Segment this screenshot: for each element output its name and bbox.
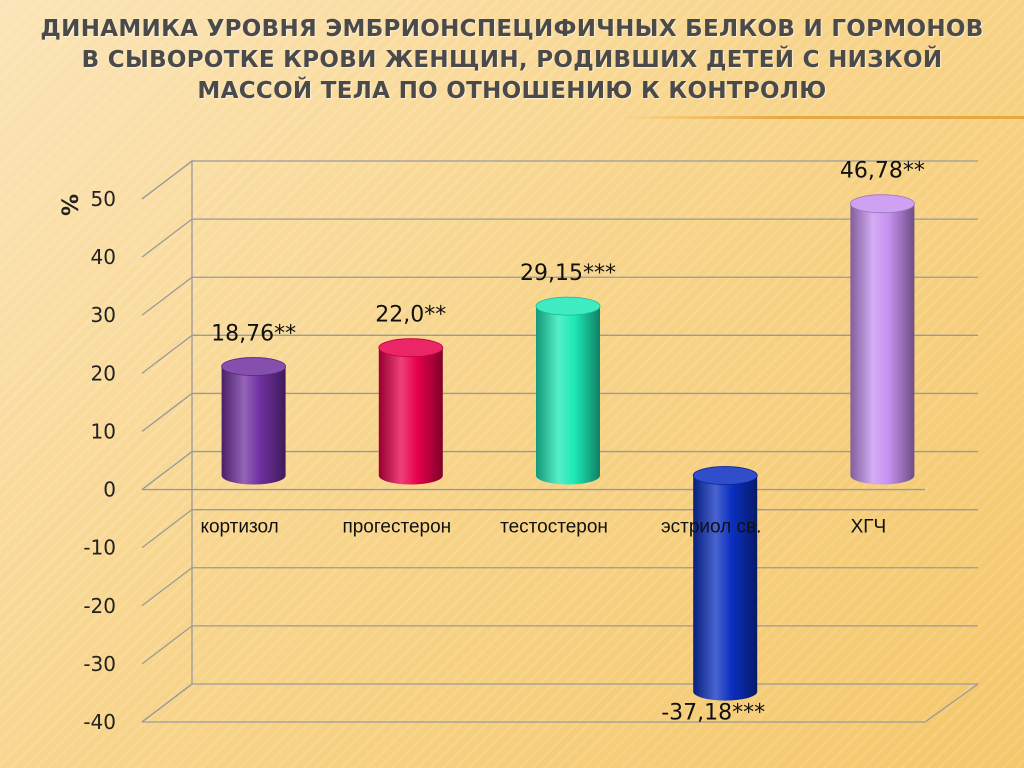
- y-tick-label: -40: [83, 710, 116, 734]
- bar-тестостерон: [535, 296, 601, 485]
- gridline: [141, 334, 978, 374]
- side-wall: [141, 159, 193, 723]
- category-label: ХГЧ: [851, 517, 887, 538]
- bar-cap: [378, 338, 444, 358]
- data-label: -37,18***: [661, 701, 765, 726]
- gridline: [141, 218, 978, 258]
- gridline: [141, 450, 978, 491]
- y-tick-label: -20: [83, 594, 116, 618]
- bar-cap: [535, 296, 601, 316]
- y-tick-label: 0: [103, 478, 116, 502]
- data-label: 46,78**: [840, 159, 925, 184]
- chart-bars: [221, 194, 915, 701]
- bar-cap: [692, 466, 758, 485]
- category-label: тестостерон: [500, 517, 608, 538]
- bar-body: [693, 475, 758, 701]
- y-axis-ticks: 50 40 30 20 10 0 -10 -20 -30 -40: [83, 187, 116, 734]
- slide-title: ДИНАМИКА УРОВНЯ ЭМБРИОНСПЕЦИФИЧНЫХ БЕЛКО…: [40, 16, 984, 104]
- data-label: 29,15***: [520, 261, 616, 286]
- floor-right-edge: [924, 683, 979, 723]
- gridline: [141, 567, 978, 607]
- y-tick-label: 20: [91, 361, 116, 385]
- y-axis-label: %: [59, 194, 84, 216]
- data-label: 22,0**: [375, 303, 446, 328]
- bar-body: [221, 366, 286, 485]
- gridline: [141, 683, 978, 723]
- gridline: [141, 160, 978, 200]
- gridline: [141, 276, 978, 316]
- bar-body: [850, 203, 915, 485]
- y-tick-label: -10: [83, 536, 116, 560]
- data-label: 18,76**: [211, 322, 296, 347]
- data-labels: 18,76** 22,0** 29,15*** -37,18*** 46,78**: [211, 159, 925, 726]
- bar-ХГЧ: [850, 194, 915, 485]
- y-tick-label: -30: [83, 652, 116, 676]
- y-tick-label: 10: [91, 419, 116, 443]
- bar-cap: [221, 357, 287, 376]
- gridline: [141, 625, 978, 665]
- bar-прогестерон: [378, 338, 444, 485]
- title-underline: [620, 116, 1024, 119]
- category-label: эстриол св.: [661, 517, 761, 538]
- bar-эстриол св.: [692, 466, 758, 701]
- y-tick-label: 50: [91, 187, 116, 211]
- category-label: прогестерон: [342, 517, 451, 538]
- bar-body: [536, 306, 600, 485]
- gridline: [141, 392, 978, 432]
- category-label: кортизол: [200, 517, 278, 538]
- bar-body: [378, 347, 443, 485]
- bar-кортизол: [221, 357, 287, 485]
- category-labels: кортизол прогестерон тестостерон эстриол св…: [200, 517, 886, 538]
- y-tick-label: 40: [91, 245, 116, 269]
- y-tick-label: 30: [91, 303, 116, 327]
- bar-cap: [850, 194, 915, 214]
